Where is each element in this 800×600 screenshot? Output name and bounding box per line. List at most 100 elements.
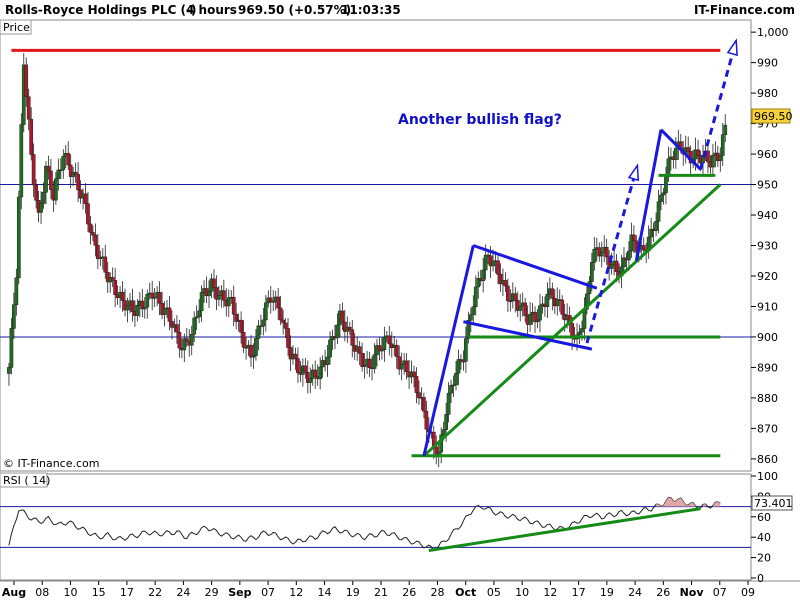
rsi-tick-label: 20 xyxy=(757,552,771,565)
candle-body xyxy=(68,164,73,177)
last-price-value: 969.50 xyxy=(754,110,793,123)
candle-body xyxy=(293,353,298,359)
candle-body xyxy=(268,297,273,303)
candle-body xyxy=(175,324,179,333)
candle-body xyxy=(545,293,550,308)
rsi-overbought-fill xyxy=(656,497,696,507)
trend-line xyxy=(422,183,722,457)
rsi-tick-label: 60 xyxy=(757,511,771,524)
candle-body xyxy=(261,319,266,327)
candle-body xyxy=(83,193,88,204)
trend-line xyxy=(634,129,663,262)
x-tick-label: 08 xyxy=(35,586,49,599)
candle-body xyxy=(88,223,93,233)
candle-body xyxy=(254,338,258,356)
candle-body xyxy=(86,203,90,225)
candle-body xyxy=(654,221,658,231)
candle-body xyxy=(718,155,723,162)
candle-body xyxy=(103,256,108,273)
candle-body xyxy=(278,307,283,321)
x-tick-label: 15 xyxy=(92,586,106,599)
x-tick-label: Oct xyxy=(455,586,476,599)
candle-body xyxy=(152,296,157,299)
candle-body xyxy=(283,322,288,329)
candle-body xyxy=(350,329,355,346)
x-tick-label: 07 xyxy=(713,586,727,599)
candle-body xyxy=(673,147,678,160)
candle-body xyxy=(451,384,456,387)
candle-body xyxy=(305,372,310,383)
price-tick-label: 950 xyxy=(757,179,778,192)
candle-body xyxy=(288,347,293,360)
candle-body xyxy=(454,372,458,386)
x-tick-label: 28 xyxy=(430,586,444,599)
price-label-box xyxy=(0,19,32,35)
candle-body xyxy=(217,295,221,300)
candle-body xyxy=(461,360,466,363)
candle-body xyxy=(394,344,399,357)
price-panel-frame xyxy=(0,19,752,472)
candle-body xyxy=(649,228,653,238)
candle-body xyxy=(199,292,204,312)
candle-body xyxy=(380,349,384,352)
candle-body xyxy=(706,150,710,163)
price-tick-label: 880 xyxy=(757,392,778,405)
instrument-title: Rolls-Royce Holdings PLC (-) xyxy=(5,3,197,17)
projection-arrowhead xyxy=(726,38,738,57)
x-tick-label: 17 xyxy=(572,586,586,599)
candle-body xyxy=(387,335,392,345)
candle-body xyxy=(239,319,243,333)
price-tick-label: 910 xyxy=(757,300,778,313)
price-tick-label: 870 xyxy=(757,422,778,435)
rsi-overbought-fill xyxy=(475,505,479,507)
candle-body xyxy=(145,294,150,308)
candle-body xyxy=(471,306,476,315)
candle-body xyxy=(303,365,308,373)
candle-body xyxy=(125,305,130,311)
candle-body xyxy=(483,254,488,271)
candle-body xyxy=(194,316,199,319)
candle-body xyxy=(464,338,468,362)
candle-body xyxy=(9,328,14,368)
candle-body xyxy=(251,355,256,358)
candle-body xyxy=(599,251,604,257)
candle-body xyxy=(54,178,58,201)
x-tick-label: 07 xyxy=(261,586,275,599)
candle-body xyxy=(498,273,503,285)
timeframe-label: 4 hours xyxy=(186,3,237,17)
candle-body xyxy=(508,300,513,303)
rsi-tick-label: 0 xyxy=(757,572,764,585)
candle-body xyxy=(61,155,66,171)
candle-body xyxy=(412,371,416,377)
candle-body xyxy=(496,260,500,275)
candle-body xyxy=(711,154,715,168)
candle-body xyxy=(167,307,172,322)
candle-body xyxy=(604,246,609,258)
candle-body xyxy=(592,249,597,263)
candle-body xyxy=(585,293,589,310)
x-tick-label: 19 xyxy=(346,586,360,599)
projection-line xyxy=(585,168,638,344)
candle-body xyxy=(12,304,16,329)
candle-body xyxy=(49,170,53,190)
candle-body xyxy=(533,311,537,323)
candle-body xyxy=(221,290,226,301)
candle-body xyxy=(214,287,219,300)
candle-body xyxy=(91,232,95,236)
quote-label: 969.50 (+0.57%) xyxy=(238,3,352,17)
chart-header: Rolls-Royce Holdings PLC (-) 4 hours 969… xyxy=(0,0,800,20)
candle-body xyxy=(535,319,540,323)
candle-body xyxy=(506,285,510,302)
candle-body xyxy=(162,308,167,315)
candle-body xyxy=(513,293,518,301)
trend-line xyxy=(659,128,702,171)
x-tick-label: 09 xyxy=(741,586,755,599)
candle-body xyxy=(142,306,147,310)
candle-body xyxy=(590,262,594,282)
x-tick-label: Nov xyxy=(680,586,705,599)
price-tick-label: 890 xyxy=(757,361,778,374)
candle-body xyxy=(476,278,481,288)
rsi-tick-label: 100 xyxy=(757,470,778,483)
candle-body xyxy=(397,356,402,370)
candle-body xyxy=(503,280,508,287)
